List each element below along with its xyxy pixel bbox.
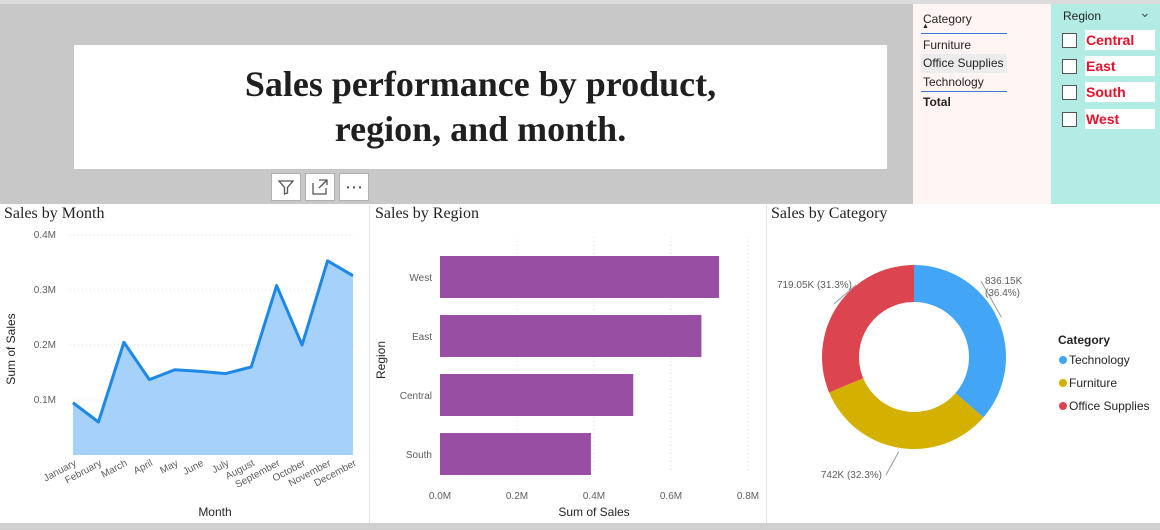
focus-mode-icon	[312, 179, 328, 195]
slicer-item-east[interactable]: East	[1062, 56, 1155, 76]
bar	[440, 374, 634, 416]
visual-divider	[766, 205, 767, 523]
total-divider	[921, 91, 1007, 92]
top-strip	[0, 0, 1160, 4]
table-row[interactable]: Technology	[923, 75, 984, 89]
filter-button[interactable]	[271, 173, 301, 201]
focus-mode-button[interactable]	[305, 173, 335, 201]
y-tick-label: 0.2M	[34, 340, 56, 351]
legend-marker	[1059, 402, 1067, 410]
x-tick-label: May	[158, 458, 180, 477]
region-chart-title: Sales by Region	[375, 205, 479, 222]
page-title: Sales performance by product, region, an…	[244, 64, 717, 149]
sort-ascending-icon[interactable]: ▲	[922, 23, 929, 30]
more-options-button[interactable]: ⋯	[339, 173, 369, 201]
title-card[interactable]: Sales performance by product, region, an…	[74, 45, 887, 169]
legend-marker	[1059, 379, 1067, 387]
sales-by-region-chart[interactable]: 0.0M 0.2M 0.4M 0.6M 0.8M West East Central South…	[370, 225, 766, 523]
checkbox[interactable]	[1062, 58, 1077, 74]
visual-divider	[369, 205, 370, 523]
sales-by-category-chart[interactable]: 836.15K(36.4%) 742K (32.3%) 719.05K (31.3%…	[767, 225, 1160, 523]
filter-icon	[277, 180, 295, 195]
data-label: 719.05K (31.3%)	[777, 280, 852, 291]
pie-slice	[822, 265, 914, 393]
x-tick-label: 0.4M	[583, 491, 605, 502]
bar	[440, 315, 702, 357]
header-divider	[921, 33, 1007, 34]
data-label: (36.4%)	[985, 288, 1020, 299]
more-options-icon: ⋯	[345, 177, 363, 197]
y-tick-label: South	[406, 450, 432, 461]
y-axis-title: Region	[374, 341, 388, 379]
data-label: 742K (32.3%)	[821, 470, 882, 481]
y-tick-label: East	[412, 332, 432, 343]
slicer-title: Region	[1063, 9, 1102, 23]
legend-marker	[1059, 356, 1067, 364]
legend-entry: Office Supplies	[1069, 399, 1150, 413]
y-tick-label: Central	[400, 391, 432, 402]
category-table: Category ▲ Furniture Office Supplies Tec…	[913, 4, 1051, 204]
y-tick-label: 0.3M	[34, 285, 56, 296]
x-tick-label: 0.2M	[506, 491, 528, 502]
y-axis-title: Sum of Sales	[4, 313, 18, 384]
region-slicer: Region ⌄ Central East South West	[1051, 4, 1160, 204]
x-tick-label: 0.6M	[660, 491, 682, 502]
y-tick-label: West	[409, 273, 432, 284]
x-tick-label: 0.8M	[737, 491, 759, 502]
x-tick-label: June	[181, 458, 206, 478]
series-line	[72, 259, 354, 424]
chevron-down-icon[interactable]: ⌄	[1139, 4, 1151, 20]
slicer-item-label: East	[1085, 56, 1155, 76]
slicer-item-label: South	[1085, 82, 1155, 102]
area-fill	[73, 260, 353, 455]
data-label: 836.15K	[985, 276, 1023, 287]
x-tick-label: March	[100, 458, 130, 481]
category-chart-title: Sales by Category	[771, 205, 888, 222]
table-row[interactable]: Furniture	[923, 38, 972, 52]
x-tick-label: April	[132, 458, 155, 477]
legend-entry: Technology	[1069, 353, 1130, 367]
slicer-item-south[interactable]: South	[1062, 82, 1155, 102]
slicer-item-central[interactable]: Central	[1062, 30, 1155, 50]
checkbox[interactable]	[1062, 32, 1077, 48]
x-axis-title: Month	[198, 505, 231, 519]
table-row[interactable]: Office Supplies	[921, 54, 1007, 73]
x-tick-label: 0.0M	[429, 491, 451, 502]
y-tick-label: 0.4M	[34, 230, 56, 241]
category-column-header[interactable]: Category	[923, 12, 972, 26]
legend-title: Category	[1058, 333, 1110, 347]
x-axis-title: Sum of Sales	[558, 505, 629, 519]
bar	[440, 256, 720, 298]
legend-entry: Furniture	[1069, 376, 1117, 390]
pie-slice	[829, 378, 984, 449]
label-leader	[980, 280, 1002, 318]
label-leader	[885, 451, 900, 476]
checkbox[interactable]	[1062, 111, 1077, 127]
slicer-item-label: West	[1085, 109, 1155, 129]
checkbox[interactable]	[1062, 84, 1077, 100]
y-tick-label: 0.1M	[34, 395, 56, 406]
slicer-item-label: Central	[1085, 30, 1155, 50]
table-total-row: Total	[923, 95, 951, 109]
bar	[440, 433, 591, 475]
bottom-strip	[0, 523, 1160, 530]
slicer-item-west[interactable]: West	[1062, 109, 1155, 129]
label-leader	[833, 284, 857, 305]
month-chart-title: Sales by Month	[4, 205, 105, 222]
pie-slice	[914, 265, 1006, 418]
